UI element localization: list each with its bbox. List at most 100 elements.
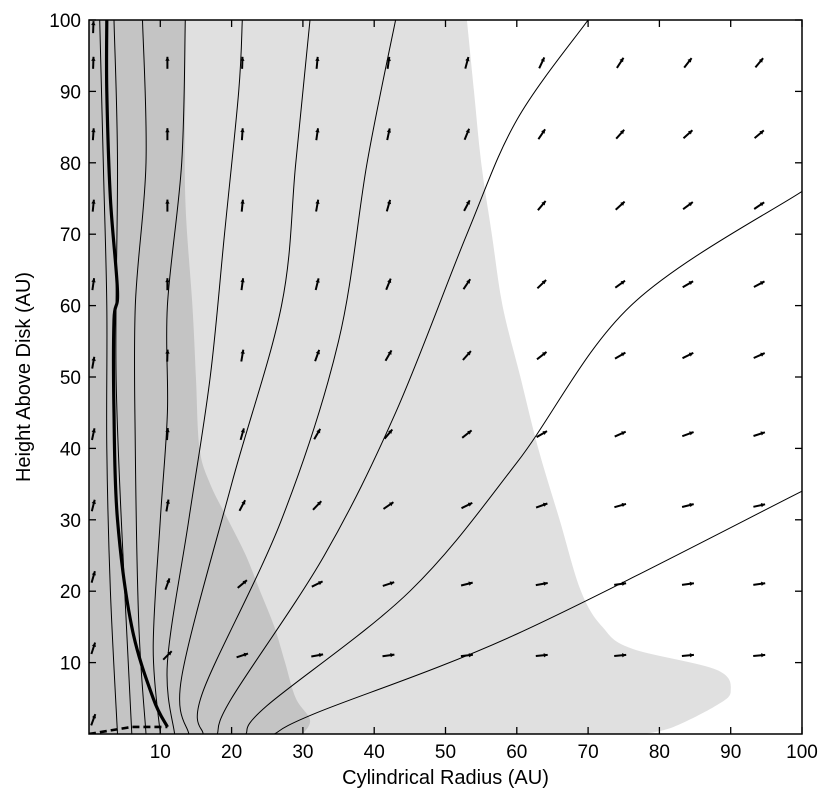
vector-arrow-r3-c1 [240, 278, 245, 291]
vector-arrow-r6-c7-head [689, 502, 694, 508]
edge-vector-arrow-1 [90, 642, 97, 655]
vector-arrow-r0-c3-head [386, 56, 391, 62]
vector-arrow-r3-c5 [536, 279, 547, 290]
vector-arrow-r4-c5-head [542, 351, 547, 356]
edge-vector-arrow-1-head [91, 642, 96, 647]
vector-arrow-r8-c6 [614, 653, 627, 658]
vector-arrow-r6-c6-head [621, 502, 626, 507]
vector-arrow-r6-c3-head [389, 502, 394, 507]
vector-arrow-r2-c2 [315, 199, 320, 212]
edge-vector-arrow-7 [91, 199, 96, 212]
vector-arrow-r3-c8 [753, 280, 765, 288]
vector-arrow-r7-c7-head [689, 581, 694, 586]
vector-arrow-r1-c6-head [620, 129, 625, 135]
vector-arrow-r8-c6-head [622, 653, 627, 658]
vector-arrow-r3-c6 [614, 279, 626, 289]
vector-arrow-r1-c2-head [315, 128, 320, 133]
thick-contour-line [104, 20, 169, 728]
vector-arrow-r0-c2 [315, 56, 320, 69]
vector-arrow-r0-c4 [464, 56, 470, 69]
vector-arrow-r7-c6-head [621, 581, 627, 586]
y-tick-label-70: 70 [60, 225, 81, 246]
edge-vector-arrow-2-head [91, 571, 96, 576]
vector-arrow-r1-c7-head [688, 130, 693, 135]
edge-vector-arrow-10-head [91, 21, 96, 26]
y-tick-label-90: 90 [60, 82, 81, 103]
vector-arrow-r7-c1 [237, 579, 248, 589]
vector-arrow-r6-c5 [535, 502, 548, 509]
vector-arrow-r8-c2-head [318, 653, 324, 658]
x-tick-label-90: 90 [720, 742, 741, 763]
vector-arrow-r7-c8 [753, 581, 766, 586]
vector-arrow-r0-c1-head [240, 56, 245, 61]
y-tick-label-100: 100 [49, 11, 81, 32]
vector-arrow-r8-c5 [535, 653, 548, 658]
edge-vector-arrow-2 [90, 570, 96, 583]
vector-arrow-r7-c4-head [468, 581, 473, 586]
vector-arrow-r7-c3 [382, 581, 395, 587]
vector-arrow-r3-c2 [314, 278, 320, 291]
edge-vector-arrow-4-head [91, 428, 96, 433]
contour-line-7 [196, 20, 397, 734]
vector-arrow-r8-c1-head [243, 652, 248, 657]
vector-arrow-r7-c2 [311, 580, 324, 588]
y-tick-label-60: 60 [60, 297, 81, 318]
edge-vector-arrow-3 [90, 499, 96, 512]
vector-arrow-r4-c4 [462, 350, 472, 361]
vector-arrow-r3-c0-head [165, 278, 170, 283]
contour-lines [89, 20, 802, 734]
contour-line-8 [216, 20, 589, 734]
vector-arrow-r1-c3 [386, 128, 391, 141]
vector-arrow-r0-c2-head [315, 56, 320, 61]
vector-arrow-r6-c6 [614, 502, 627, 509]
x-tick-label-70: 70 [578, 742, 599, 763]
vector-arrow-r2-c0 [165, 199, 170, 212]
edge-vector-arrow-0 [90, 713, 97, 726]
vector-arrow-r7-c0-head [166, 578, 171, 583]
vector-arrow-r1-c8 [753, 129, 765, 139]
y-tick-label-80: 80 [60, 154, 81, 175]
edge-vector-arrow-6-head [91, 278, 96, 283]
vector-arrow-r3-c2-head [315, 278, 320, 283]
edge-vector-arrow-4 [91, 428, 96, 441]
vector-arrow-r0-c3 [386, 56, 391, 69]
vector-arrow-r4-c7-head [688, 352, 694, 357]
vector-arrow-r4-c4-head [466, 351, 471, 356]
vector-arrow-r5-c2-head [316, 428, 321, 434]
vector-arrow-r6-c8-head [760, 503, 766, 508]
vector-arrow-r4-c7 [682, 352, 694, 360]
vector-arrow-r4-c3-head [387, 350, 392, 355]
vector-arrow-r4-c2-head [315, 349, 320, 355]
vector-arrow-r0-c7-head [687, 58, 692, 63]
y-tick-label-10: 10 [60, 654, 81, 675]
vector-arrow-r8-c7-head [689, 653, 694, 658]
contour-line-3 [133, 20, 147, 734]
vector-arrow-r1-c3-head [386, 128, 391, 133]
vector-arrow-r5-c5-head [542, 431, 547, 435]
vector-arrow-r4-c2 [314, 349, 321, 362]
velocity-vectors [90, 21, 766, 726]
vector-arrow-r7-c7 [681, 581, 695, 586]
vector-arrow-r3-c7 [682, 280, 694, 289]
vector-arrow-r2-c6-head [620, 201, 625, 206]
vector-arrow-r5-c6-head [621, 431, 626, 436]
vector-arrow-r2-c1 [240, 199, 245, 212]
x-tick-label-30: 30 [292, 742, 313, 763]
contour-line-5 [166, 20, 243, 734]
vector-arrow-r6-c0-head [165, 499, 170, 504]
x-tick-label-20: 20 [221, 742, 242, 763]
vector-arrow-r1-c2 [315, 128, 320, 141]
vector-arrow-r5-c8-head [760, 431, 765, 436]
vector-arrow-r3-c4 [462, 278, 472, 290]
vector-arrow-r6-c1-head [241, 500, 246, 505]
vector-arrow-r3-c1-head [240, 278, 245, 283]
vector-arrow-r2-c4 [463, 199, 471, 212]
vector-arrow-r5-c2 [313, 428, 322, 440]
contour-line-6 [179, 20, 311, 734]
vector-arrow-r1-c8-head [759, 130, 764, 135]
vector-arrow-r2-c8 [753, 201, 765, 210]
vector-arrow-r6-c8 [753, 503, 766, 508]
vector-arrow-r6-c4 [461, 502, 473, 510]
vector-arrow-r1-c1-head [240, 128, 245, 133]
